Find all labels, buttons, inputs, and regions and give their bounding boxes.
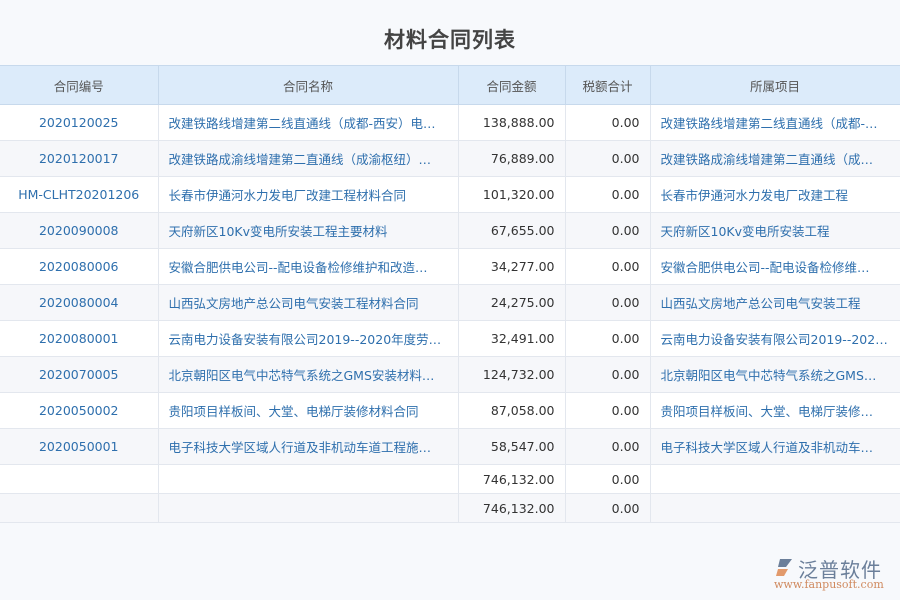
total-tax: 0.00: [565, 464, 651, 494]
contract-name-link[interactable]: 天府新区10Kv变电所安装工程主要材料: [158, 212, 459, 249]
fanpu-logo: 泛普软件 www.fanpusoft.com: [768, 554, 888, 594]
total-amount: 746,132.00: [458, 464, 566, 494]
contract-no-link[interactable]: 2020050001: [0, 428, 159, 465]
total-row: 746,132.00 0.00: [0, 493, 900, 523]
contract-no-link[interactable]: 2020120017: [0, 140, 159, 177]
logo-url: www.fanpusoft.com: [774, 578, 884, 591]
contract-no-link[interactable]: 2020120025: [0, 104, 159, 141]
empty-cell: [650, 493, 900, 523]
contract-name-link[interactable]: 北京朝阳区电气中芯特气系统之GMS安装材料…: [158, 356, 459, 393]
table-row[interactable]: 2020120017 改建铁路成渝线增建第二直通线（成渝枢纽）… 76,889.00…: [0, 140, 900, 177]
tax-cell: 0.00: [565, 356, 651, 393]
project-link[interactable]: 安徽合肥供电公司--配电设备检修维…: [650, 248, 900, 285]
empty-cell: [158, 493, 459, 523]
contract-name-link[interactable]: 改建铁路成渝线增建第二直通线（成渝枢纽）…: [158, 140, 459, 177]
tax-cell: 0.00: [565, 104, 651, 141]
contract-name-link[interactable]: 安徽合肥供电公司--配电设备检修维护和改造…: [158, 248, 459, 285]
contract-name-link[interactable]: 贵阳项目样板间、大堂、电梯厅装修材料合同: [158, 392, 459, 429]
contract-name-link[interactable]: 山西弘文房地产总公司电气安装工程材料合同: [158, 284, 459, 321]
contract-no-link[interactable]: 2020070005: [0, 356, 159, 393]
project-link[interactable]: 北京朝阳区电气中芯特气系统之GMS…: [650, 356, 900, 393]
tax-cell: 0.00: [565, 212, 651, 249]
logo-icon: [776, 559, 792, 576]
tax-cell: 0.00: [565, 428, 651, 465]
amount-cell: 76,889.00: [458, 140, 566, 177]
project-link[interactable]: 改建铁路成渝线增建第二直通线（成…: [650, 140, 900, 177]
header-amount[interactable]: 合同金额: [458, 65, 566, 105]
contract-name-link[interactable]: 长春市伊通河水力发电厂改建工程材料合同: [158, 176, 459, 213]
logo-name: 泛普软件: [798, 558, 882, 582]
contract-table: 合同编号 合同名称 合同金额 税额合计 所属项目 2020120025 改建铁路线…: [0, 65, 900, 523]
total-row: 746,132.00 0.00: [0, 464, 900, 494]
tax-cell: 0.00: [565, 284, 651, 321]
amount-cell: 87,058.00: [458, 392, 566, 429]
table-row[interactable]: 2020120025 改建铁路线增建第二线直通线（成都-西安）电… 138,888.…: [0, 104, 900, 141]
empty-cell: [158, 464, 459, 494]
table-row[interactable]: 2020080001 云南电力设备安装有限公司2019--2020年度劳… 32,4…: [0, 320, 900, 357]
tax-cell: 0.00: [565, 392, 651, 429]
header-contract-no[interactable]: 合同编号: [0, 65, 159, 105]
contract-no-link[interactable]: 2020050002: [0, 392, 159, 429]
amount-cell: 67,655.00: [458, 212, 566, 249]
table-row[interactable]: 2020090008 天府新区10Kv变电所安装工程主要材料 67,655.00 0.…: [0, 212, 900, 249]
table-row[interactable]: 2020050001 电子科技大学区域人行道及非机动车道工程施… 58,547.00…: [0, 428, 900, 465]
header-tax[interactable]: 税额合计: [565, 65, 651, 105]
project-link[interactable]: 改建铁路线增建第二线直通线（成都-…: [650, 104, 900, 141]
empty-cell: [0, 493, 159, 523]
contract-no-link[interactable]: 2020090008: [0, 212, 159, 249]
amount-cell: 58,547.00: [458, 428, 566, 465]
project-link[interactable]: 贵阳项目样板间、大堂、电梯厅装修…: [650, 392, 900, 429]
contract-name-link[interactable]: 电子科技大学区域人行道及非机动车道工程施…: [158, 428, 459, 465]
tax-cell: 0.00: [565, 140, 651, 177]
project-link[interactable]: 天府新区10Kv变电所安装工程: [650, 212, 900, 249]
table-row[interactable]: 2020080006 安徽合肥供电公司--配电设备检修维护和改造… 34,277.0…: [0, 248, 900, 285]
project-link[interactable]: 云南电力设备安装有限公司2019--202…: [650, 320, 900, 357]
amount-cell: 32,491.00: [458, 320, 566, 357]
tax-cell: 0.00: [565, 176, 651, 213]
page-title: 材料合同列表: [384, 28, 516, 52]
amount-cell: 34,277.00: [458, 248, 566, 285]
total-amount: 746,132.00: [458, 493, 566, 523]
table-row[interactable]: HM-CLHT20201206 长春市伊通河水力发电厂改建工程材料合同 101,32…: [0, 176, 900, 213]
header-project[interactable]: 所属项目: [650, 65, 900, 105]
contract-name-link[interactable]: 改建铁路线增建第二线直通线（成都-西安）电…: [158, 104, 459, 141]
table-header: 合同编号 合同名称 合同金额 税额合计 所属项目: [0, 65, 900, 105]
contract-name-link[interactable]: 云南电力设备安装有限公司2019--2020年度劳…: [158, 320, 459, 357]
contract-no-link[interactable]: 2020080001: [0, 320, 159, 357]
project-link[interactable]: 电子科技大学区域人行道及非机动车…: [650, 428, 900, 465]
amount-cell: 101,320.00: [458, 176, 566, 213]
project-link[interactable]: 山西弘文房地产总公司电气安装工程: [650, 284, 900, 321]
table-row[interactable]: 2020050002 贵阳项目样板间、大堂、电梯厅装修材料合同 87,058.00 0…: [0, 392, 900, 429]
header-contract-name[interactable]: 合同名称: [158, 65, 459, 105]
contract-no-link[interactable]: 2020080004: [0, 284, 159, 321]
empty-cell: [0, 464, 159, 494]
total-tax: 0.00: [565, 493, 651, 523]
amount-cell: 138,888.00: [458, 104, 566, 141]
contract-no-link[interactable]: 2020080006: [0, 248, 159, 285]
tax-cell: 0.00: [565, 248, 651, 285]
tax-cell: 0.00: [565, 320, 651, 357]
project-link[interactable]: 长春市伊通河水力发电厂改建工程: [650, 176, 900, 213]
table-row[interactable]: 2020080004 山西弘文房地产总公司电气安装工程材料合同 24,275.00 0…: [0, 284, 900, 321]
table-row[interactable]: 2020070005 北京朝阳区电气中芯特气系统之GMS安装材料… 124,732.…: [0, 356, 900, 393]
empty-cell: [650, 464, 900, 494]
contract-no-link[interactable]: HM-CLHT20201206: [0, 176, 159, 213]
amount-cell: 124,732.00: [458, 356, 566, 393]
amount-cell: 24,275.00: [458, 284, 566, 321]
